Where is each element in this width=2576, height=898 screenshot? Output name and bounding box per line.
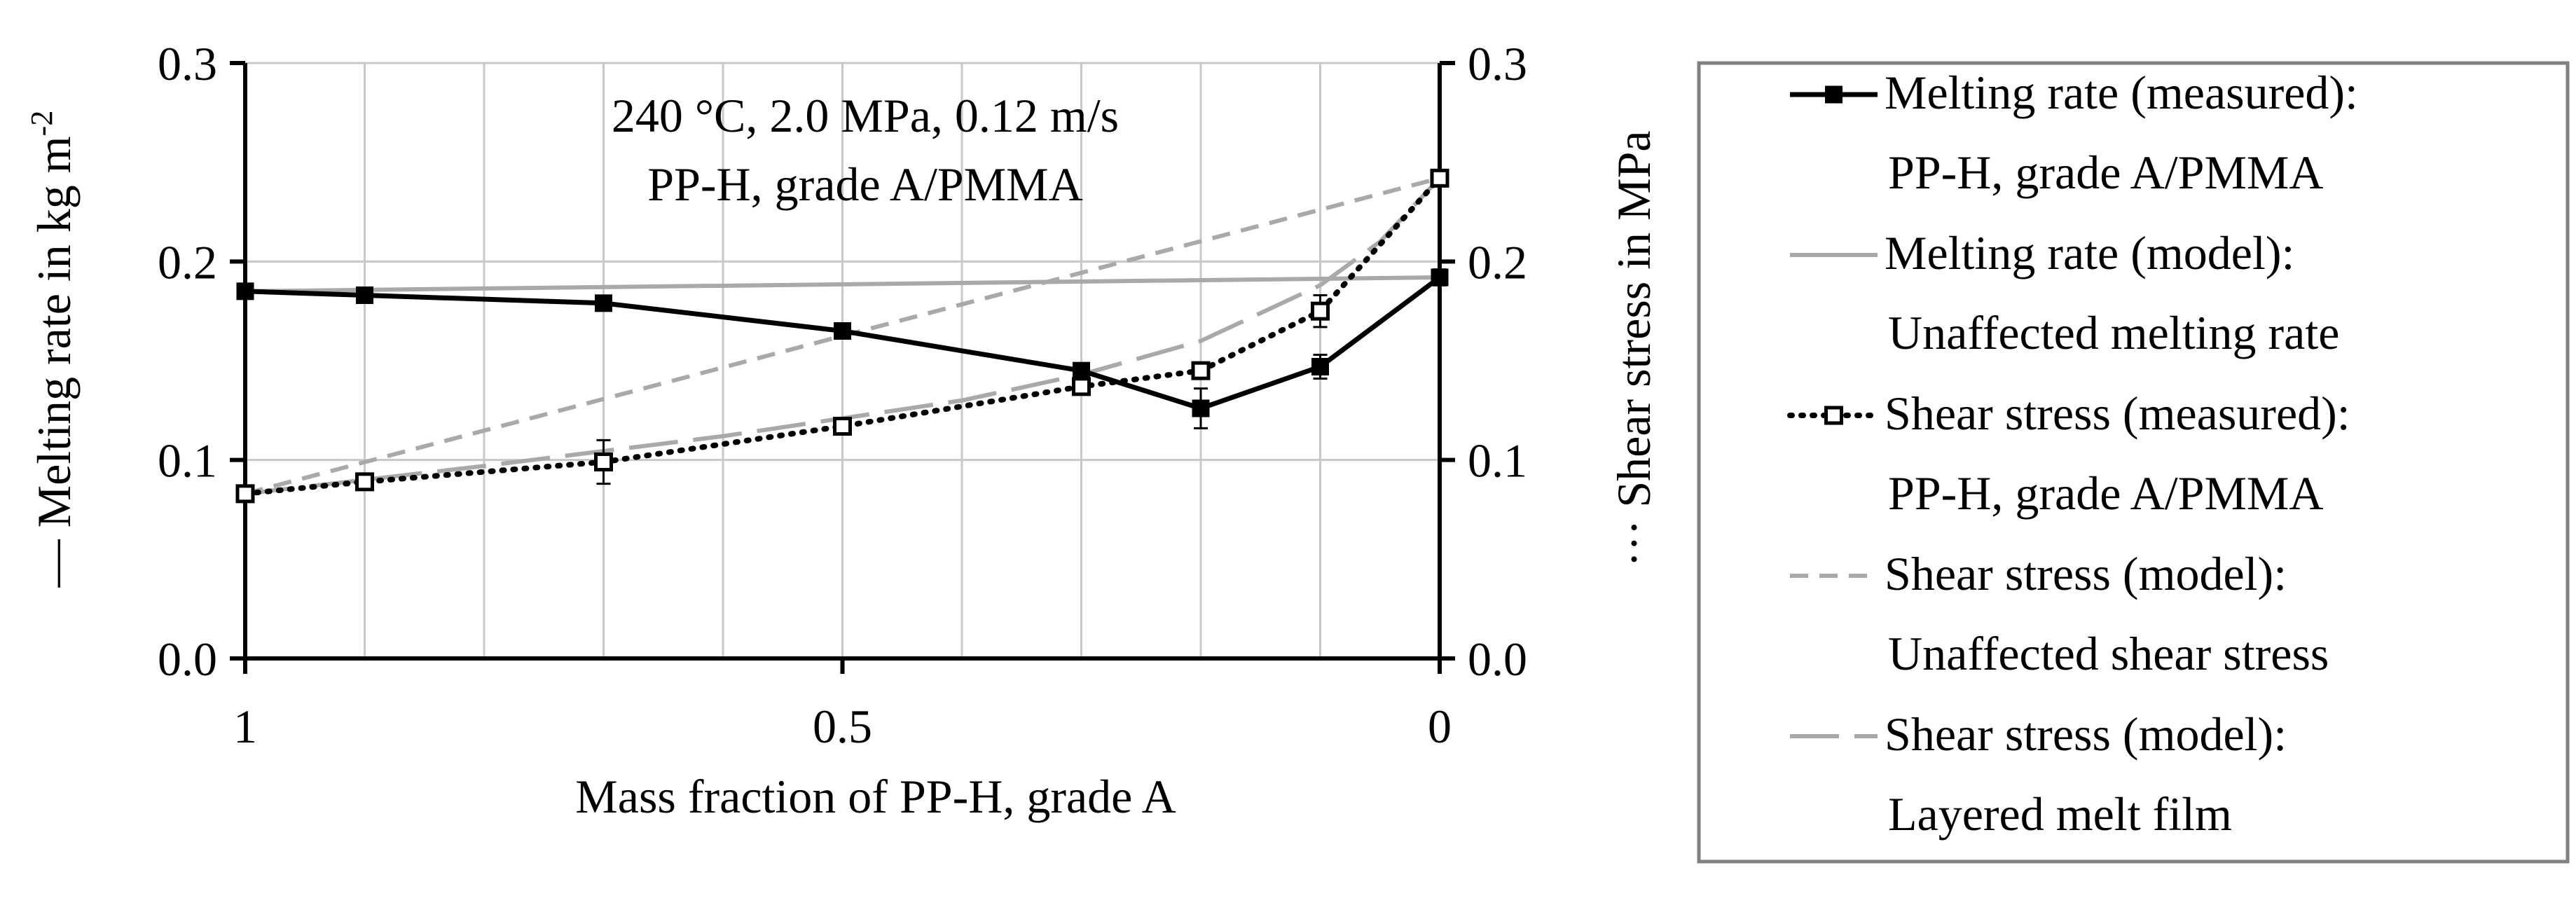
legend-label-line2: Unaffected shear stress (1888, 627, 2329, 680)
legend-label-line2: Layered melt film (1888, 787, 2232, 841)
y-axis-label-left-text: — Melting rate in kg m (27, 136, 81, 588)
series-line-0 (244, 275, 1442, 411)
data-point-marker (1311, 301, 1330, 321)
data-point-marker (834, 322, 851, 340)
data-point-marker (1192, 399, 1210, 417)
y-tick-label-right: 0.3 (1468, 37, 1527, 90)
grid-lines (244, 62, 1441, 660)
data-point-marker (1824, 406, 1843, 425)
y-axis-label-right: ··· Shear stress in MPa (1607, 130, 1660, 567)
data-point-marker (1825, 85, 1843, 104)
legend-frame (1697, 61, 2570, 864)
axes (230, 61, 1455, 674)
y-tick-label-left: 0.2 (158, 235, 217, 289)
data-point-marker (594, 453, 613, 471)
legend-label-line2: Unaffected melting rate (1888, 306, 2339, 359)
legend-label-line1: Shear stress (model): (1885, 707, 2287, 761)
series-line-1 (244, 275, 1440, 293)
y-tick-label-right: 0.2 (1468, 235, 1527, 289)
x-tick-label: 0 (1428, 700, 1452, 753)
y-axis-label-left: — Melting rate in kg m-2 (25, 111, 81, 588)
measured-series (235, 168, 1449, 504)
data-point-marker (595, 294, 612, 312)
legend: Melting rate (measured): PP-H, grade A/PM… (1697, 61, 2570, 864)
y-tick-label-right: 0.1 (1468, 434, 1527, 488)
data-point-marker (1073, 361, 1090, 380)
legend-label-line1: Shear stress (measured): (1885, 387, 2350, 440)
x-tick-label: 1 (233, 700, 257, 753)
data-point-marker (1072, 377, 1091, 396)
data-point-marker (355, 472, 374, 492)
data-point-marker (1191, 361, 1211, 380)
y-tick-label-left: 0.0 (158, 633, 217, 686)
y-tick-label-right: 0.0 (1468, 633, 1527, 686)
data-point-marker (1430, 168, 1449, 188)
x-axis-label: Mass fraction of PP-H, grade A (575, 770, 1176, 823)
y-tick-label-left: 0.1 (158, 434, 217, 488)
data-point-marker (235, 484, 255, 504)
y-tick-label-left: 0.3 (158, 37, 217, 90)
legend-label-line1: Melting rate (model): (1885, 226, 2294, 279)
data-point-marker (1431, 268, 1449, 286)
tick-labels: 0.0 0.1 0.2 0.3 0.0 0.1 0.2 0.3 1 0.5 0 (158, 37, 1527, 753)
legend-label-line2: PP-H, grade A/PMMA (1888, 467, 2324, 520)
data-point-marker (1311, 358, 1329, 375)
annotation-line-2: PP-H, grade A/PMMA (647, 158, 1083, 211)
data-point-marker (356, 286, 373, 304)
legend-label-line1: Shear stress (model): (1885, 547, 2287, 600)
data-point-marker (833, 417, 852, 436)
y-axis-label-left-sup: -2 (25, 111, 59, 137)
legend-label-line2: PP-H, grade A/PMMA (1888, 146, 2324, 199)
annotation-line-1: 240 °C, 2.0 MPa, 0.12 m/s (612, 89, 1119, 142)
legend-label-line1: Melting rate (measured): (1885, 66, 2358, 119)
x-tick-label: 0.5 (813, 700, 872, 753)
data-point-marker (236, 282, 254, 301)
series-line-2 (242, 175, 1442, 497)
